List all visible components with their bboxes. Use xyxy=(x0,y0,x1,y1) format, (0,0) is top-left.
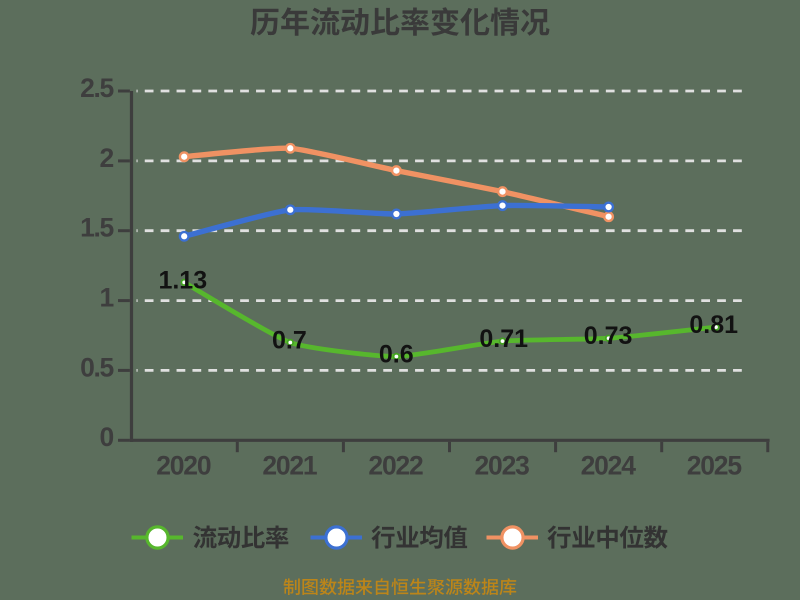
svg-text:2022: 2022 xyxy=(368,450,423,480)
svg-text:0.6: 0.6 xyxy=(379,340,414,368)
svg-text:1: 1 xyxy=(99,283,113,313)
svg-text:2: 2 xyxy=(99,143,113,173)
svg-text:0.73: 0.73 xyxy=(584,322,633,350)
svg-text:2023: 2023 xyxy=(475,450,530,480)
svg-text:0.81: 0.81 xyxy=(689,311,738,339)
svg-text:2.5: 2.5 xyxy=(80,73,113,103)
svg-text:0.7: 0.7 xyxy=(272,326,307,354)
svg-text:0: 0 xyxy=(99,422,113,452)
svg-text:2021: 2021 xyxy=(262,450,317,480)
svg-text:0.71: 0.71 xyxy=(479,325,528,353)
svg-text:2025: 2025 xyxy=(687,450,742,480)
svg-text:2024: 2024 xyxy=(581,450,637,480)
svg-text:1.13: 1.13 xyxy=(158,266,207,294)
svg-text:2020: 2020 xyxy=(156,450,211,480)
svg-text:1.5: 1.5 xyxy=(80,213,113,243)
svg-text:0.5: 0.5 xyxy=(80,352,113,382)
